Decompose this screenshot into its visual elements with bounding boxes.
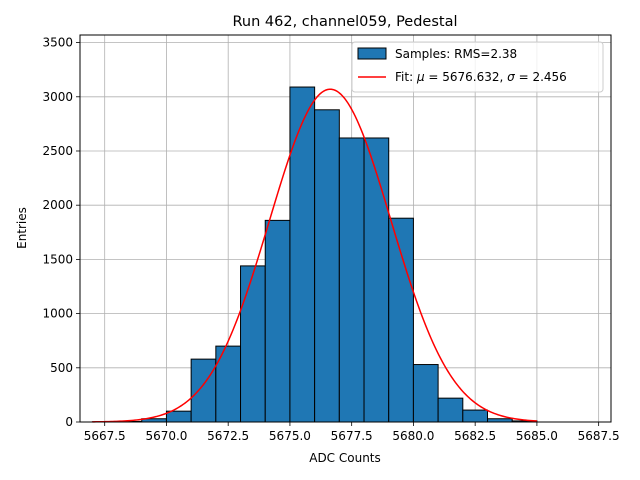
x-tick-label: 5682.5 bbox=[454, 429, 496, 443]
histogram-bar bbox=[462, 409, 489, 423]
histogram-bar bbox=[289, 86, 316, 423]
x-tick-label: 5675.0 bbox=[269, 429, 311, 443]
y-tick-label: 3000 bbox=[42, 90, 73, 104]
histogram-bar bbox=[338, 137, 365, 423]
y-axis-label: Entries bbox=[15, 207, 29, 249]
x-tick-label: 5672.5 bbox=[207, 429, 249, 443]
x-axis-ticks: 5667.5 5670.0 5672.5 5675.0 5677.5 5680.0 5682… bbox=[84, 422, 620, 443]
legend-label-samples: Samples: RMS=2.38 bbox=[395, 47, 517, 61]
x-tick-label: 5687.5 bbox=[578, 429, 620, 443]
plot-frame bbox=[79, 34, 612, 423]
y-tick-label: 2500 bbox=[42, 144, 73, 158]
histogram-bar bbox=[363, 137, 390, 423]
histogram-bar bbox=[190, 358, 217, 423]
y-tick-label: 2000 bbox=[42, 198, 73, 212]
y-tick-label: 0 bbox=[65, 415, 73, 429]
histogram-bar bbox=[165, 410, 192, 423]
histogram-bar bbox=[412, 364, 439, 423]
x-tick-label: 5680.0 bbox=[392, 429, 434, 443]
y-axis-ticks: 0 500 1000 1500 2000 2500 3000 3500 bbox=[42, 36, 80, 429]
y-tick-label: 1000 bbox=[42, 307, 73, 321]
histogram-bar bbox=[240, 265, 266, 423]
histogram-bars bbox=[91, 86, 538, 423]
histogram-bar bbox=[388, 217, 414, 423]
y-tick-label: 3500 bbox=[42, 36, 73, 50]
x-tick-label: 5677.5 bbox=[331, 429, 373, 443]
legend: Samples: RMS=2.38 Fit: μ = 5676.632, σ =… bbox=[351, 41, 604, 93]
x-tick-label: 5670.0 bbox=[145, 429, 187, 443]
y-tick-label: 500 bbox=[50, 361, 73, 375]
legend-swatch-samples bbox=[357, 47, 387, 60]
histogram-bar bbox=[264, 219, 291, 423]
chart-title: Run 462, channel059, Pedestal bbox=[232, 14, 457, 30]
legend-box bbox=[351, 41, 604, 93]
histogram-bar bbox=[314, 109, 340, 423]
y-tick-label: 1500 bbox=[42, 252, 73, 266]
x-axis-label: ADC Counts bbox=[309, 451, 381, 465]
legend-label-fit: Fit: μ = 5676.632, σ = 2.456 bbox=[395, 70, 567, 84]
histogram-bar bbox=[437, 397, 464, 423]
x-tick-label: 5685.0 bbox=[516, 429, 558, 443]
gaussian-fit-curve bbox=[92, 88, 537, 423]
x-tick-label: 5667.5 bbox=[84, 429, 126, 443]
